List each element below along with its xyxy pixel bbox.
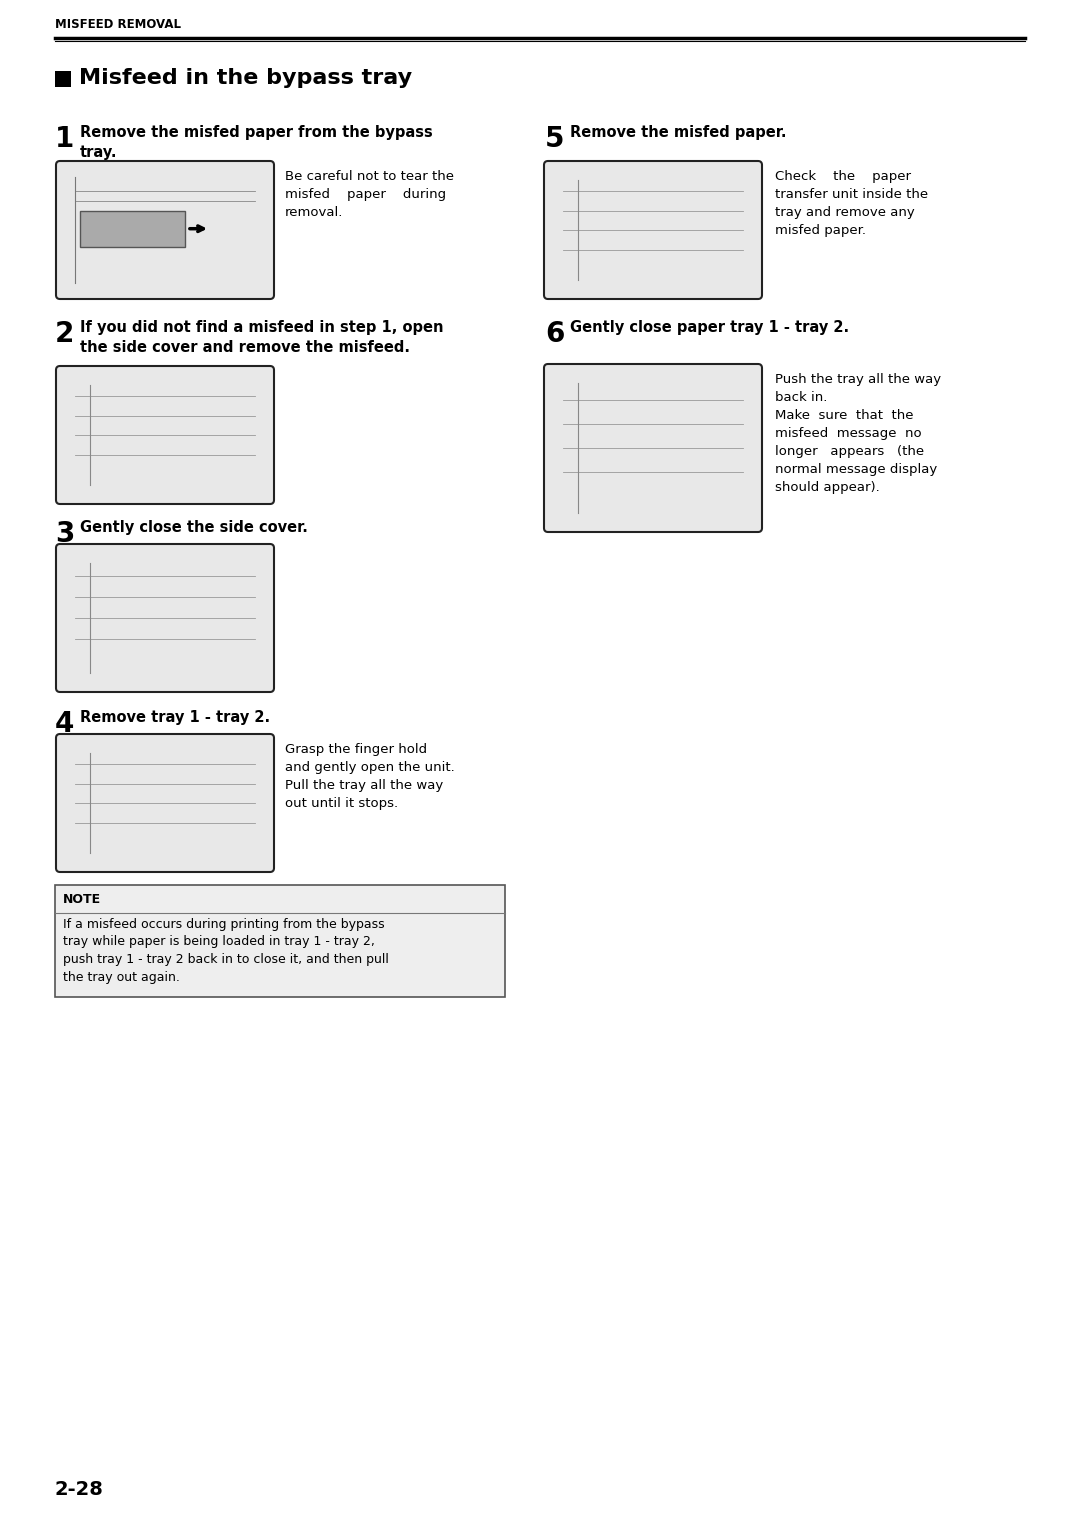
Text: 2-28: 2-28 bbox=[55, 1481, 104, 1499]
Text: If you did not find a misfeed in step 1, open
the side cover and remove the misf: If you did not find a misfeed in step 1,… bbox=[80, 319, 444, 354]
FancyBboxPatch shape bbox=[56, 544, 274, 692]
Text: Be careful not to tear the
misfed    paper    during
removal.: Be careful not to tear the misfed paper … bbox=[285, 170, 454, 219]
Text: 2: 2 bbox=[55, 319, 75, 348]
Bar bbox=[80, 211, 185, 248]
Text: Grasp the finger hold
and gently open the unit.
Pull the tray all the way
out un: Grasp the finger hold and gently open th… bbox=[285, 743, 455, 810]
FancyBboxPatch shape bbox=[544, 364, 762, 532]
Text: Misfeed in the bypass tray: Misfeed in the bypass tray bbox=[79, 69, 413, 89]
Text: If a misfeed occurs during printing from the bypass
tray while paper is being lo: If a misfeed occurs during printing from… bbox=[63, 918, 389, 984]
Text: 6: 6 bbox=[545, 319, 565, 348]
Text: 4: 4 bbox=[55, 711, 75, 738]
Text: Gently close the side cover.: Gently close the side cover. bbox=[80, 520, 308, 535]
Text: 5: 5 bbox=[545, 125, 565, 153]
Text: NOTE: NOTE bbox=[63, 892, 102, 906]
Text: 3: 3 bbox=[55, 520, 75, 549]
Text: Check    the    paper
transfer unit inside the
tray and remove any
misfed paper.: Check the paper transfer unit inside the… bbox=[775, 170, 928, 237]
Bar bbox=[55, 70, 71, 87]
Text: Gently close paper tray 1 - tray 2.: Gently close paper tray 1 - tray 2. bbox=[570, 319, 849, 335]
Text: Push the tray all the way
back in.
Make  sure  that  the
misfeed  message  no
lo: Push the tray all the way back in. Make … bbox=[775, 373, 941, 494]
Text: Remove tray 1 - tray 2.: Remove tray 1 - tray 2. bbox=[80, 711, 270, 724]
Bar bbox=[55, 885, 505, 996]
FancyBboxPatch shape bbox=[56, 367, 274, 504]
Text: 1: 1 bbox=[55, 125, 75, 153]
Text: MISFEED REMOVAL: MISFEED REMOVAL bbox=[55, 18, 181, 31]
FancyBboxPatch shape bbox=[544, 160, 762, 299]
Text: Remove the misfed paper.: Remove the misfed paper. bbox=[570, 125, 786, 141]
FancyBboxPatch shape bbox=[56, 160, 274, 299]
FancyBboxPatch shape bbox=[56, 733, 274, 872]
Text: Remove the misfed paper from the bypass
tray.: Remove the misfed paper from the bypass … bbox=[80, 125, 433, 160]
